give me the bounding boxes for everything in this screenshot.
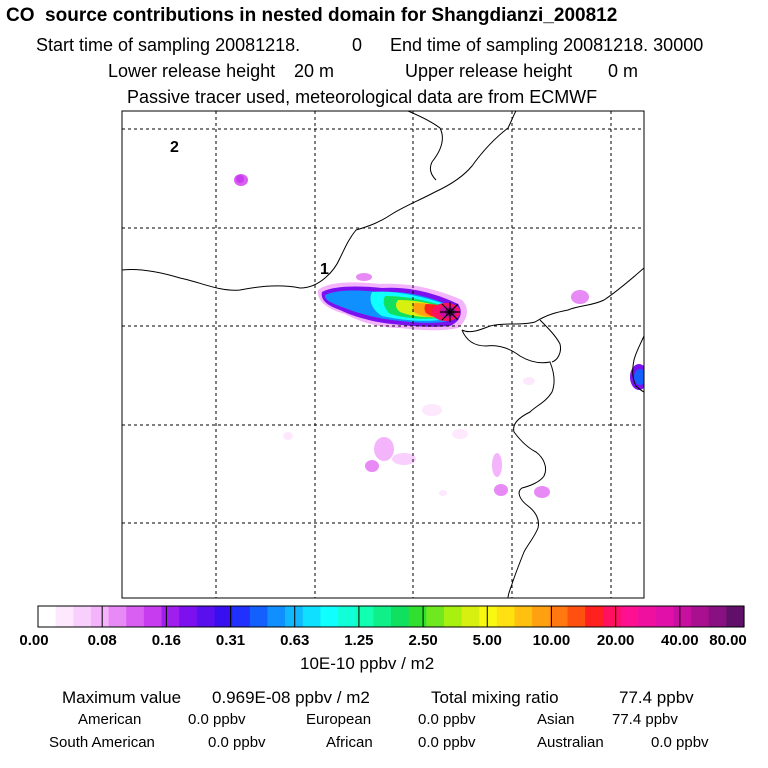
colorbar-cell — [514, 606, 533, 627]
colorbar-cell — [285, 606, 304, 627]
colorbar-cell — [655, 606, 674, 627]
end-time-label: End time of sampling 20081218. 30000 — [390, 35, 704, 55]
colorbar-cell — [73, 606, 92, 627]
start-time-value: 0 — [352, 35, 363, 55]
colorbar-cell — [338, 606, 357, 627]
colorbar-cell — [391, 606, 410, 627]
colorbar-tick-label: 80.00 — [709, 632, 747, 649]
lower-release-value: 20 m — [294, 61, 335, 81]
colorbar-cell — [602, 606, 622, 627]
region-name-european: European — [306, 711, 372, 728]
max-value: 0.969E-08 ppbv / m2 — [212, 688, 370, 707]
lat-lon-grid — [122, 111, 644, 598]
colorbar-cell — [232, 606, 251, 627]
colorbar-cell — [443, 606, 463, 627]
region-name-african: African — [326, 734, 373, 751]
lower-release-label: Lower release height — [108, 61, 276, 81]
upper-release-label: Upper release height — [405, 61, 573, 81]
colorbar-tick-label: 5.00 — [472, 632, 502, 649]
colorbar-cell — [691, 606, 710, 627]
concentration-plume-main — [317, 282, 467, 331]
colorbar-cell — [638, 606, 657, 627]
colorbar-unit: 10E-10 ppbv / m2 — [300, 654, 435, 673]
colorbar-cell — [408, 606, 427, 627]
colorbar-cell — [196, 606, 216, 627]
colorbar-cell — [126, 606, 145, 627]
colorbar-cell — [496, 606, 516, 627]
map-frame — [121, 110, 645, 599]
colorbar-cell — [567, 606, 586, 627]
colorbar-cell — [249, 606, 269, 627]
chart-title: CO source contributions in nested domain… — [6, 5, 618, 26]
coastlines — [122, 111, 644, 598]
tracer-note: Passive tracer used, meteorological data… — [127, 87, 598, 107]
colorbar-cell — [355, 606, 374, 627]
colorbar-cell — [90, 606, 110, 627]
colorbar-cell — [161, 606, 180, 627]
colorbar-tick-label: 20.00 — [596, 632, 635, 649]
upper-release-value: 0 m — [608, 61, 639, 81]
concentration-patches — [234, 174, 644, 498]
colorbar-tick-label: 0.16 — [151, 632, 181, 649]
colorbar-cell — [179, 606, 198, 627]
colorbar-cell — [108, 606, 127, 627]
colorbar-tick-label: 0.08 — [87, 632, 117, 649]
region-value-african: 0.0 ppbv — [418, 734, 476, 751]
region-name-american: American — [78, 711, 142, 728]
colorbar-cell — [320, 606, 339, 627]
colorbar-frame — [37, 605, 745, 628]
receptor-marker-icon — [440, 302, 460, 322]
region-name-australian: Australian — [537, 734, 604, 751]
region-value-asian: 77.4 ppbv — [612, 711, 678, 728]
colorbar-tick-label: 0.63 — [280, 632, 310, 649]
colorbar-cell — [302, 606, 321, 627]
colorbar-cell — [55, 606, 74, 627]
colorbar-cell — [673, 606, 692, 627]
region-value-european: 0.0 ppbv — [418, 711, 476, 728]
colorbar-cell — [620, 606, 639, 627]
colorbar-cell — [214, 606, 233, 627]
colorbar-cell — [267, 606, 286, 627]
colorbar-tick-label: 2.50 — [408, 632, 438, 649]
region-value-south-american: 0.0 ppbv — [208, 734, 266, 751]
colorbar-cell — [585, 606, 604, 627]
start-time-label: Start time of sampling 20081218. — [36, 35, 301, 55]
colorbar-cell — [726, 606, 745, 627]
colorbar-cell — [549, 606, 569, 627]
colorbar-cell — [143, 606, 163, 627]
colorbar-cell — [708, 606, 727, 627]
colorbar-cell — [532, 606, 551, 627]
colorbar-cell — [479, 606, 498, 627]
colorbar-tick-label: 0.00 — [19, 632, 49, 649]
total-mixing-label: Total mixing ratio — [431, 688, 559, 707]
colorbar-tick-label: 10.00 — [532, 632, 571, 649]
region-name-asian: Asian — [537, 711, 575, 728]
colorbar-tick-label: 1.25 — [344, 632, 374, 649]
map-label-1: 1 — [320, 261, 329, 278]
max-value-label: Maximum value — [62, 688, 182, 707]
colorbar-tick-label: 0.31 — [215, 632, 246, 649]
region-value-american: 0.0 ppbv — [188, 711, 246, 728]
region-name-south-american: South American — [49, 734, 155, 751]
colorbar-cell — [38, 606, 57, 627]
colorbar-cell — [373, 606, 392, 627]
region-value-australian: 0.0 ppbv — [651, 734, 709, 751]
colorbar-cell — [426, 606, 445, 627]
colorbar-tick-label: 40.00 — [661, 632, 699, 649]
colorbar-cell — [461, 606, 480, 627]
map-label-2: 2 — [170, 139, 179, 156]
total-mixing-value: 77.4 ppbv — [619, 688, 694, 707]
